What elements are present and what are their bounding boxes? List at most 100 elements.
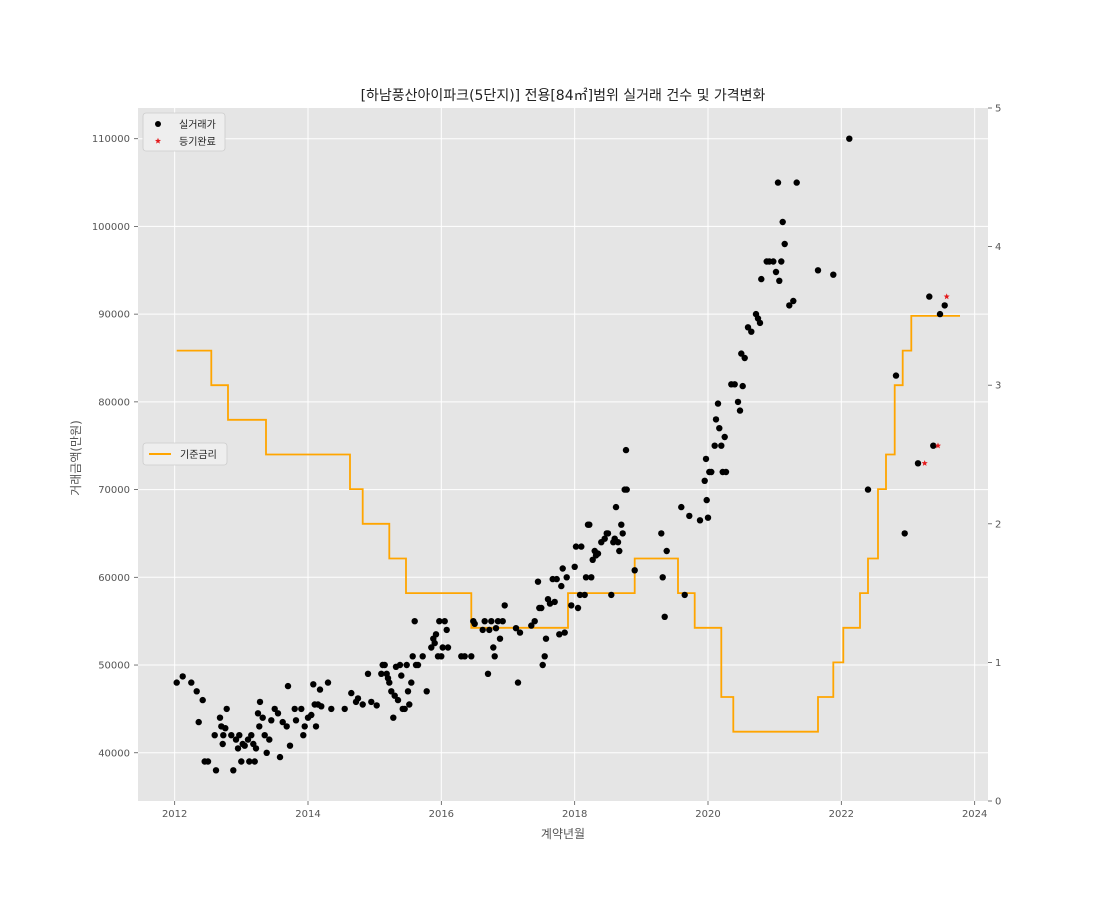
price-point <box>300 732 307 739</box>
price-point <box>786 302 793 309</box>
price-point <box>941 302 948 309</box>
price-point <box>312 723 320 730</box>
price-point <box>444 644 452 651</box>
price-point <box>443 626 450 634</box>
price-point <box>739 382 746 390</box>
price-point <box>708 468 715 476</box>
price-point <box>439 644 446 651</box>
price-point <box>274 710 282 717</box>
price-point <box>663 547 670 555</box>
price-point <box>618 521 625 528</box>
legend-price-box <box>142 112 226 152</box>
price-point <box>622 446 630 454</box>
price-point <box>423 688 430 695</box>
price-point <box>251 758 258 765</box>
price-point <box>394 696 402 704</box>
price-point <box>179 673 186 680</box>
y-tick-label: 60000 <box>98 573 130 584</box>
price-point <box>222 725 229 732</box>
x-tick-label: 2016 <box>429 809 454 820</box>
price-point <box>608 591 615 599</box>
price-point <box>926 293 933 300</box>
price-point <box>741 354 748 362</box>
price-point <box>623 486 630 493</box>
price-point <box>301 723 308 730</box>
price-point <box>778 258 785 265</box>
price-point <box>501 602 508 609</box>
y2-tick-label: 0 <box>995 797 1001 808</box>
price-point <box>714 400 722 407</box>
price-point <box>256 698 264 706</box>
price-point <box>572 543 580 550</box>
price-point <box>790 297 797 305</box>
price-point <box>814 267 822 274</box>
price-point <box>770 258 777 265</box>
price-point <box>244 736 252 743</box>
price-point <box>461 653 468 660</box>
price-point <box>428 644 435 651</box>
price-point <box>411 618 418 625</box>
legend-registered-marker <box>154 137 162 144</box>
price-point <box>254 710 262 717</box>
price-point <box>220 732 227 739</box>
price-point <box>438 653 445 660</box>
price-point <box>846 135 853 142</box>
price-point <box>559 565 566 572</box>
price-point <box>491 653 498 660</box>
price-point <box>230 767 237 774</box>
grid-lines <box>138 108 988 801</box>
price-point <box>199 696 206 704</box>
price-point <box>436 618 443 625</box>
price-point <box>556 631 563 638</box>
price-point <box>388 688 395 695</box>
price-point <box>486 626 493 634</box>
price-point <box>576 591 584 599</box>
price-point <box>594 550 602 557</box>
price-point <box>578 543 585 550</box>
price-point <box>252 745 260 752</box>
price-point <box>736 407 744 414</box>
y-tick-label: 40000 <box>98 748 130 759</box>
price-point <box>414 661 422 669</box>
price-point <box>712 416 720 423</box>
price-point <box>681 591 688 599</box>
axes: 2012 2014 2016 2018 2020 2022 2024400005000060… <box>92 104 1002 821</box>
price-point <box>686 512 693 520</box>
price-point <box>238 758 245 765</box>
legend-price-marker <box>155 121 161 127</box>
price-point <box>193 688 200 695</box>
price-point <box>219 740 226 748</box>
price-point <box>195 718 202 726</box>
price-point <box>551 598 558 606</box>
price-point <box>223 705 230 713</box>
x-tick-label: 2020 <box>695 809 720 820</box>
price-point <box>561 629 568 636</box>
price-point <box>892 372 900 379</box>
price-point <box>481 618 488 625</box>
price-point <box>441 618 448 625</box>
registered-point <box>921 460 928 466</box>
price-point <box>468 653 475 660</box>
price-point <box>512 625 520 632</box>
legend-rate-label: 기준금리 <box>180 449 217 461</box>
price-point <box>396 661 404 669</box>
price-point <box>589 556 596 563</box>
price-point <box>232 736 240 743</box>
registered-points-layer <box>921 293 950 466</box>
price-point <box>419 653 426 660</box>
price-point <box>279 718 286 726</box>
price-point <box>658 530 665 537</box>
price-point <box>659 574 666 581</box>
price-point <box>499 618 506 625</box>
price-point <box>283 723 290 730</box>
y-tick-label: 70000 <box>98 485 130 496</box>
price-point <box>368 698 375 706</box>
price-point <box>588 574 595 581</box>
price-point <box>930 442 937 449</box>
price-point <box>582 574 590 581</box>
price-point <box>259 714 266 721</box>
price-point <box>704 514 712 521</box>
price-point <box>212 767 220 774</box>
price-point <box>568 602 575 609</box>
price-point <box>604 530 612 537</box>
